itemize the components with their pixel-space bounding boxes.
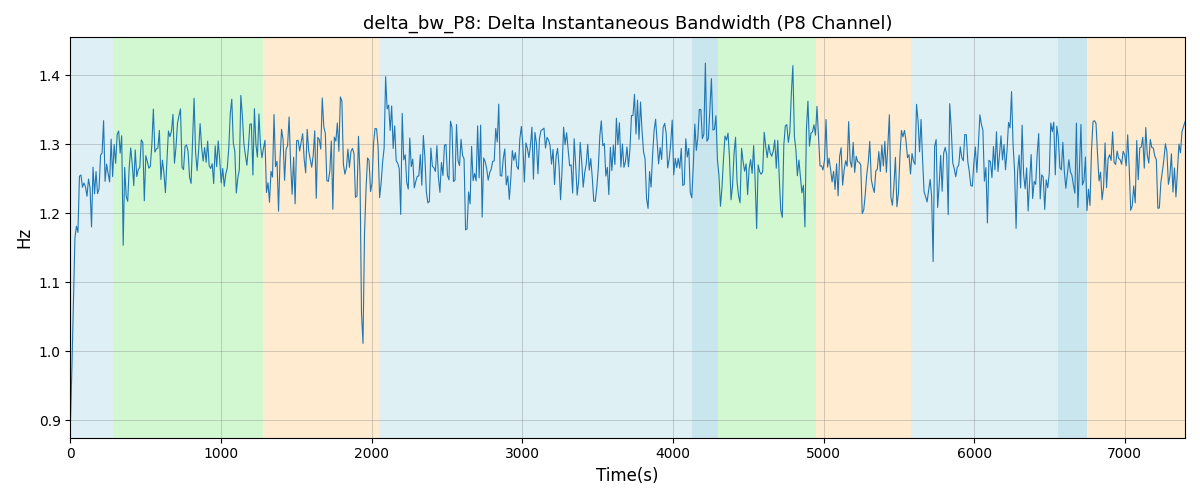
Title: delta_bw_P8: Delta Instantaneous Bandwidth (P8 Channel): delta_bw_P8: Delta Instantaneous Bandwid… [362,15,893,34]
X-axis label: Time(s): Time(s) [596,467,659,485]
Bar [113,38,263,438]
Bar [692,38,718,438]
Bar [911,38,1058,438]
Bar [379,38,692,438]
Bar [263,38,379,438]
Bar [816,38,911,438]
Bar [1087,38,1186,438]
Bar [71,38,113,438]
Y-axis label: Hz: Hz [14,227,32,248]
Bar [718,38,816,438]
Bar [1058,38,1087,438]
